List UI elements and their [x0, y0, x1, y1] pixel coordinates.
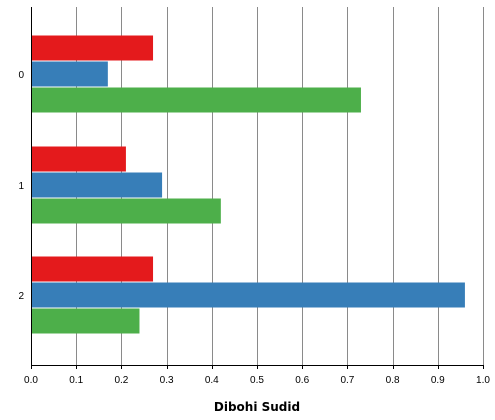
- y-tick-label: 2: [18, 291, 24, 302]
- x-tick-label: 1.0: [476, 375, 490, 386]
- x-tick-label: 0.7: [340, 375, 354, 386]
- bar-series-3-category-0: [31, 87, 361, 113]
- x-tick-label: 0.8: [386, 375, 400, 386]
- x-tick-label: 0.5: [250, 375, 264, 386]
- axes: [31, 7, 484, 369]
- bar-series-3-category-2: [31, 308, 140, 334]
- bar-series-1-category-0: [31, 35, 154, 61]
- x-tick-label: 0.4: [205, 375, 219, 386]
- x-axis-title: Dibohi Sudid: [214, 400, 300, 414]
- x-tick-label: 0.3: [160, 375, 174, 386]
- bar-series-2-category-1: [31, 172, 163, 198]
- x-tick-label: 0.6: [295, 375, 309, 386]
- bar-series-2-category-0: [31, 61, 108, 87]
- x-tick-label: 0.1: [69, 375, 83, 386]
- x-tick-label: 0.9: [431, 375, 445, 386]
- bar-series-2-category-2: [31, 282, 465, 308]
- tick-labels: 0.0 0.1 0.2 0.3 0.4 0.5 0.6 0.7 0.8 0.9 1.0 0 1 2: [18, 70, 490, 386]
- bars: [31, 35, 465, 334]
- bar-series-3-category-1: [31, 198, 221, 224]
- y-tick-label: 1: [18, 181, 24, 192]
- bar-series-1-category-1: [31, 146, 126, 172]
- bar-series-1-category-2: [31, 256, 154, 282]
- y-tick-label: 0: [18, 70, 24, 81]
- x-tick-label: 0.0: [24, 375, 38, 386]
- grid-lines: [76, 7, 484, 365]
- x-tick-label: 0.2: [114, 375, 128, 386]
